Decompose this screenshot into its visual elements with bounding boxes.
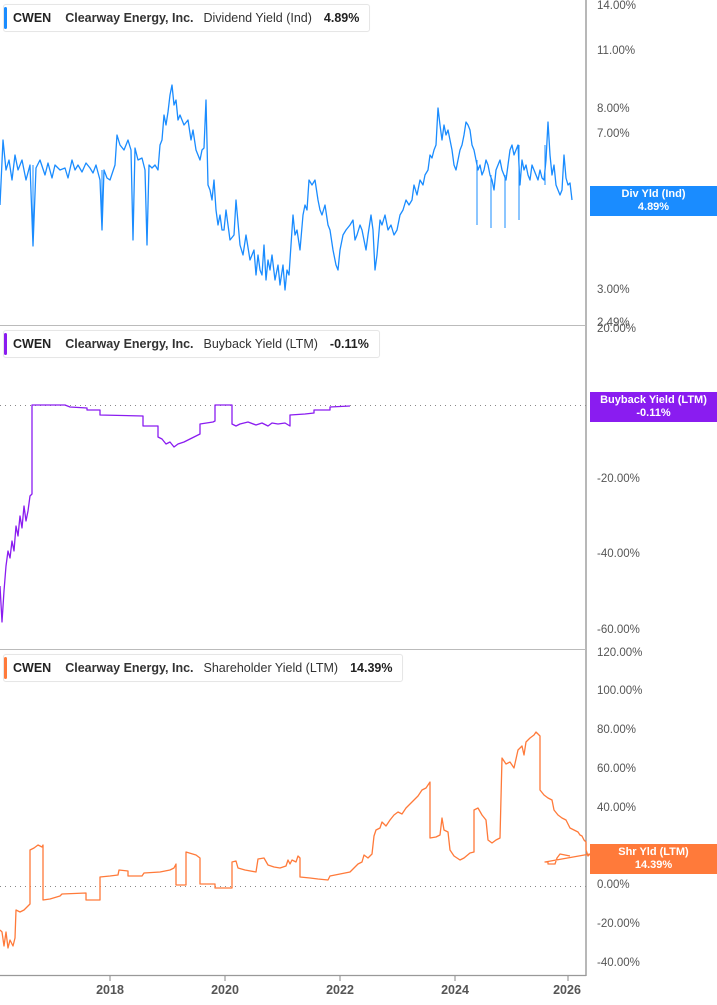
shareholder-yield-chart	[0, 650, 591, 977]
y-tick: 2.49%	[597, 317, 630, 329]
company-name: Clearway Energy, Inc.	[65, 661, 194, 675]
tag-label: Buyback Yield (LTM)	[600, 394, 707, 406]
dividend-yield-legend: CWEN Clearway Energy, Inc. Dividend Yiel…	[3, 4, 371, 32]
shareholder-yield-line	[0, 731, 591, 949]
y-tick: 80.00%	[597, 724, 637, 736]
metric-name: Dividend Yield (Ind)	[203, 11, 312, 25]
y-tick: 40.00%	[597, 802, 637, 814]
buyback-yield-pane: CWEN Clearway Energy, Inc. Buyback Yield…	[0, 323, 717, 650]
metric-value: -0.11%	[329, 337, 369, 351]
y-tick: -40.00%	[597, 548, 640, 560]
company-name: Clearway Energy, Inc.	[65, 11, 194, 25]
metric-name: Shareholder Yield (LTM)	[203, 661, 339, 675]
legend-color-bar	[4, 7, 7, 29]
tag-label: Div Yld (Ind)	[621, 188, 686, 200]
y-tick: 0.00%	[597, 879, 630, 891]
y-tick: 60.00%	[597, 763, 637, 775]
y-tick: 14.00%	[597, 0, 637, 12]
dividend-yield-line	[0, 84, 573, 291]
buyback-yield-line	[0, 404, 351, 623]
buyback-yield-tag: Buyback Yield (LTM) -0.11%	[590, 392, 717, 422]
x-tick: 2026	[553, 983, 581, 997]
metric-name: Buyback Yield (LTM)	[203, 337, 318, 351]
y-tick: 100.00%	[597, 685, 643, 697]
y-tick: -20.00%	[597, 473, 640, 485]
metric-value: 4.89%	[323, 11, 360, 25]
ticker: CWEN	[13, 11, 52, 25]
y-tick: 7.00%	[597, 128, 630, 140]
legend-color-bar	[4, 657, 7, 679]
y-tick: 8.00%	[597, 103, 630, 115]
x-tick: 2020	[211, 983, 239, 997]
buyback-yield-chart	[0, 326, 587, 650]
y-tick: 20.00%	[597, 323, 637, 335]
ticker: CWEN	[13, 337, 52, 351]
y-tick: -40.00%	[597, 957, 640, 969]
tag-value: -0.11%	[636, 407, 671, 419]
company-name: Clearway Energy, Inc.	[65, 337, 194, 351]
y-tick: 120.00%	[597, 647, 643, 659]
metric-value: 14.39%	[350, 661, 393, 675]
x-tick: 2024	[441, 983, 469, 997]
tag-value: 4.89%	[637, 201, 670, 213]
dividend-yield-tag: Div Yld (Ind) 4.89%	[590, 186, 717, 216]
x-tick: 2018	[96, 983, 124, 997]
dividend-yield-chart	[0, 0, 587, 326]
legend-color-bar	[4, 333, 7, 355]
y-tick: -60.00%	[597, 624, 640, 636]
y-tick: -20.00%	[597, 918, 640, 930]
x-axis	[109, 976, 569, 981]
dividend-yield-pane: CWEN Clearway Energy, Inc. Dividend Yiel…	[0, 0, 717, 329]
tag-value: 14.39%	[634, 859, 673, 871]
tag-label: Shr Yld (LTM)	[618, 846, 689, 858]
ticker: CWEN	[13, 661, 52, 675]
y-tick: 11.00%	[597, 45, 636, 57]
x-tick: 2022	[326, 983, 354, 997]
buyback-yield-legend: CWEN Clearway Energy, Inc. Buyback Yield…	[3, 330, 380, 358]
shareholder-yield-pane: CWEN Clearway Energy, Inc. Shareholder Y…	[0, 647, 717, 980]
y-tick: 3.00%	[597, 284, 630, 296]
shareholder-yield-tag: Shr Yld (LTM) 14.39%	[590, 844, 717, 874]
shareholder-yield-legend: CWEN Clearway Energy, Inc. Shareholder Y…	[3, 654, 404, 682]
